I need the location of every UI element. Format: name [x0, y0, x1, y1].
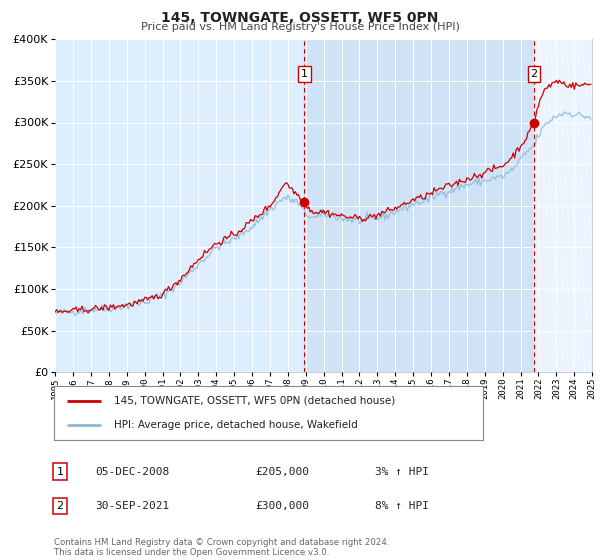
Text: 145, TOWNGATE, OSSETT, WF5 0PN (detached house): 145, TOWNGATE, OSSETT, WF5 0PN (detached…: [114, 396, 395, 406]
Text: 2: 2: [530, 69, 538, 79]
Text: 30-SEP-2021: 30-SEP-2021: [95, 501, 169, 511]
Text: 3% ↑ HPI: 3% ↑ HPI: [375, 466, 429, 477]
Text: 2: 2: [56, 501, 64, 511]
Text: £300,000: £300,000: [255, 501, 309, 511]
Text: Price paid vs. HM Land Registry's House Price Index (HPI): Price paid vs. HM Land Registry's House …: [140, 22, 460, 32]
Bar: [534, 39, 600, 372]
Bar: [304, 39, 534, 372]
Text: 05-DEC-2008: 05-DEC-2008: [95, 466, 169, 477]
Text: £205,000: £205,000: [255, 466, 309, 477]
Text: HPI: Average price, detached house, Wakefield: HPI: Average price, detached house, Wake…: [114, 420, 358, 430]
Text: 8% ↑ HPI: 8% ↑ HPI: [375, 501, 429, 511]
Text: Contains HM Land Registry data © Crown copyright and database right 2024.
This d: Contains HM Land Registry data © Crown c…: [54, 538, 389, 557]
Text: 1: 1: [56, 466, 64, 477]
Text: 1: 1: [301, 69, 308, 79]
Text: 145, TOWNGATE, OSSETT, WF5 0PN: 145, TOWNGATE, OSSETT, WF5 0PN: [161, 11, 439, 25]
